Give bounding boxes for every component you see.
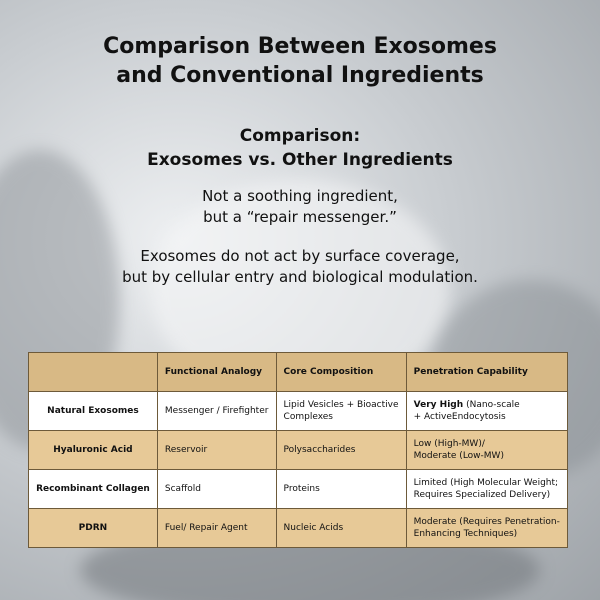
table-cell: Moderate (Requires Penetration- Enhancin… bbox=[405, 508, 569, 548]
header-row: Functional Analogy Core Composition Penetr… bbox=[28, 352, 569, 392]
table-cell: Reservoir bbox=[156, 430, 277, 470]
subtitle-line: Exosomes vs. Other Ingredients bbox=[147, 150, 453, 170]
row-label: Recombinant Collagen bbox=[28, 469, 158, 509]
tagline: Not a soothing ingredient, but a “repair … bbox=[0, 186, 600, 228]
table-cell: Scaffold bbox=[156, 469, 277, 509]
header-cell bbox=[28, 352, 158, 392]
table-row: Natural Exosomes Messenger / Firefighter L… bbox=[28, 391, 569, 431]
table-cell: Very High (Nano-scale + ActiveEndocytosis bbox=[405, 391, 569, 431]
table-row: Recombinant Collagen Scaffold Proteins Limi… bbox=[28, 469, 569, 509]
description-line: but by cellular entry and biological mod… bbox=[122, 268, 478, 286]
table-cell: Low (High-MW)/ Moderate (Low-MW) bbox=[405, 430, 569, 470]
cell-text: (Nano-scale + ActiveEndocytosis bbox=[413, 400, 520, 422]
subtitle-line: Comparison: bbox=[239, 126, 361, 146]
description: Exosomes do not act by surface coverage,… bbox=[0, 246, 600, 288]
title: Comparison Between Exosomes and Conventio… bbox=[0, 32, 600, 90]
table-cell: Fuel/ Repair Agent bbox=[156, 508, 277, 548]
title-line: and Conventional Ingredients bbox=[116, 63, 484, 88]
table-cell: Nucleic Acids bbox=[275, 508, 407, 548]
row-label: PDRN bbox=[28, 508, 158, 548]
description-line: Exosomes do not act by surface coverage, bbox=[140, 247, 460, 265]
table-row: PDRN Fuel/ Repair Agent Nucleic Acids Moder… bbox=[28, 508, 569, 548]
tagline-line: Not a soothing ingredient, bbox=[202, 187, 398, 205]
header-cell: Core Composition bbox=[275, 352, 407, 392]
table-cell: Polysaccharides bbox=[275, 430, 407, 470]
table-cell: Messenger / Firefighter bbox=[156, 391, 277, 431]
header-cell: Penetration Capability bbox=[405, 352, 569, 392]
subtitle: Comparison: Exosomes vs. Other Ingredient… bbox=[0, 124, 600, 172]
row-label: Natural Exosomes bbox=[28, 391, 158, 431]
header-cell: Functional Analogy bbox=[156, 352, 277, 392]
table-cell: Proteins bbox=[275, 469, 407, 509]
row-label: Hyaluronic Acid bbox=[28, 430, 158, 470]
table-row: Hyaluronic Acid Reservoir Polysaccharides L… bbox=[28, 430, 569, 470]
tagline-line: but a “repair messenger.” bbox=[203, 208, 397, 226]
table-cell: Limited (High Molecular Weight; Requires… bbox=[405, 469, 569, 509]
comparison-table: Functional Analogy Core Composition Penetr… bbox=[28, 352, 569, 548]
emphasis-text: Very High bbox=[413, 400, 464, 410]
title-line: Comparison Between Exosomes bbox=[103, 34, 497, 59]
table-cell: Lipid Vesicles + Bioactive Complexes bbox=[275, 391, 407, 431]
